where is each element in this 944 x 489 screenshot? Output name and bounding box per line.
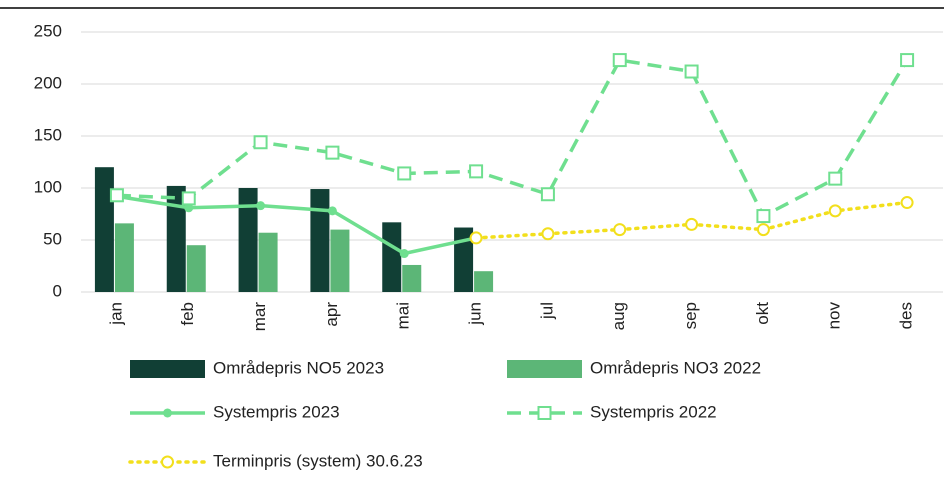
legend-label: Områdepris NO5 2023 <box>213 358 384 377</box>
legend-swatch <box>130 360 205 378</box>
marker <box>685 217 699 231</box>
marker <box>756 209 771 224</box>
marker <box>469 164 484 179</box>
x-tick-label: jun <box>466 302 485 326</box>
bar <box>382 222 402 292</box>
bar <box>454 227 474 292</box>
bar <box>238 188 258 292</box>
marker <box>540 187 555 202</box>
marker <box>828 171 843 186</box>
x-tick-label: okt <box>753 302 772 325</box>
bar <box>474 271 494 292</box>
line <box>116 194 477 256</box>
legend-marker <box>537 406 552 420</box>
x-tick-label: apr <box>322 302 341 327</box>
marker <box>756 223 770 237</box>
x-tick-label: sep <box>681 302 700 329</box>
marker <box>684 64 699 79</box>
marker <box>256 201 266 211</box>
marker <box>253 135 268 150</box>
bar <box>310 189 330 292</box>
y-tick-label: 0 <box>53 281 62 300</box>
y-tick-label: 150 <box>34 125 62 144</box>
legend-label: Terminpris (system) 30.6.23 <box>213 451 423 470</box>
x-tick-label: jul <box>537 302 556 320</box>
marker <box>828 204 842 218</box>
y-tick-label: 250 <box>34 21 62 40</box>
bar <box>402 264 422 292</box>
x-tick-label: mar <box>250 302 269 332</box>
bar <box>166 185 186 292</box>
marker <box>184 203 194 213</box>
legend-label: Systempris 2022 <box>590 402 717 421</box>
bar <box>94 167 114 292</box>
marker <box>469 231 483 245</box>
x-tick-label: des <box>897 302 916 329</box>
line <box>116 58 909 219</box>
legend-swatch <box>507 360 582 378</box>
marker <box>900 53 915 68</box>
x-tick-label: aug <box>609 302 628 330</box>
marker <box>327 206 337 216</box>
bar <box>330 229 350 292</box>
legend-marker <box>163 408 172 418</box>
marker <box>399 249 409 259</box>
marker <box>325 145 340 160</box>
bar <box>186 245 206 292</box>
marker <box>612 53 627 68</box>
marker <box>181 191 196 206</box>
legend-marker <box>161 455 174 469</box>
bar <box>258 232 278 292</box>
marker <box>613 223 627 237</box>
y-tick-label: 100 <box>34 177 62 196</box>
legend-label: Områdepris NO3 2022 <box>590 358 761 377</box>
x-tick-label: nov <box>825 302 844 330</box>
marker <box>541 227 555 241</box>
marker <box>109 188 124 203</box>
x-tick-label: jan <box>106 302 125 326</box>
bar <box>114 223 134 292</box>
marker <box>900 196 914 210</box>
y-tick-label: 50 <box>43 229 62 248</box>
x-tick-label: mai <box>394 302 413 329</box>
x-tick-label: feb <box>178 302 197 326</box>
y-tick-label: 200 <box>34 73 62 92</box>
legend-label: Systempris 2023 <box>213 402 340 421</box>
marker <box>397 166 412 181</box>
